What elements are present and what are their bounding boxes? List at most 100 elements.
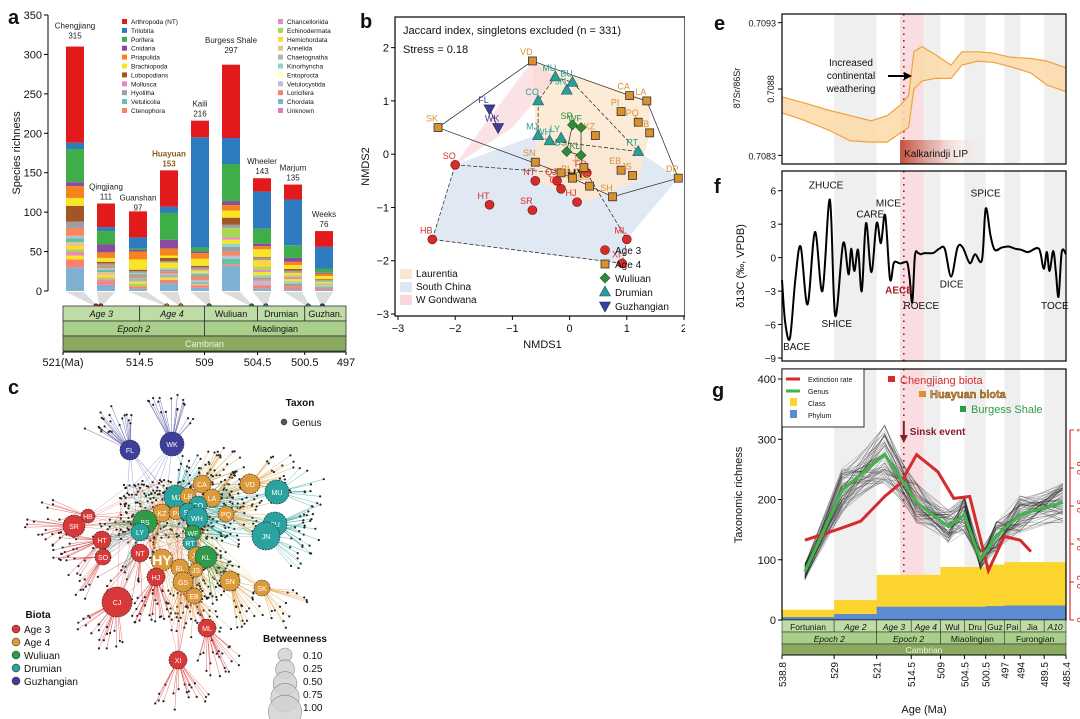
genus-node <box>228 645 231 648</box>
timescale-period-label: Cambrian <box>185 339 224 349</box>
legend-biota-dot <box>11 650 21 660</box>
genus-node <box>155 499 158 502</box>
genus-node <box>213 469 216 472</box>
point-circle <box>556 184 566 194</box>
node-circle <box>80 508 96 524</box>
genus-node <box>196 621 199 624</box>
point-label: WF <box>568 114 582 124</box>
genus-node <box>97 623 100 626</box>
shared-genus-edge <box>101 480 143 541</box>
bar-segment <box>191 251 209 254</box>
legend-region-swatch <box>400 295 412 305</box>
bar-segment <box>160 271 178 274</box>
bar-segment <box>129 283 147 287</box>
y-tick-label: 100 <box>24 207 42 219</box>
genus-node <box>123 414 126 417</box>
node-circle <box>217 505 235 523</box>
timescale-stage-label: Wul <box>945 622 960 632</box>
biota-label-burgess: Burgess Shale <box>971 404 1043 416</box>
y-tick-label: 50 <box>30 247 42 259</box>
point-square <box>633 117 643 127</box>
legend-label: Annelida <box>287 46 313 53</box>
bar-segment <box>97 281 115 285</box>
node-circle <box>197 618 217 638</box>
node-label: HB <box>83 514 93 521</box>
bar-segment <box>191 120 209 138</box>
legend-label: Brachiopoda <box>131 64 168 71</box>
genus-replicate-line <box>804 479 1063 567</box>
point-circle <box>450 160 460 170</box>
bar-segment <box>253 257 271 258</box>
bar-segment <box>222 64 240 139</box>
bar-segment <box>253 178 271 192</box>
genus-node <box>121 417 124 420</box>
genus-node <box>222 446 225 450</box>
genus-node <box>199 457 202 460</box>
point-sr: SR <box>520 196 538 215</box>
legend-swatch <box>278 36 283 42</box>
genus-node <box>205 596 208 599</box>
genus-node <box>278 605 282 608</box>
bar-name-label: Burgess Shale <box>205 36 258 45</box>
x-tick-label: 538.8 <box>778 662 789 687</box>
point-bl: BL <box>561 164 577 183</box>
bar-segment <box>66 205 84 222</box>
genus-node <box>282 474 285 478</box>
point-label: DP <box>666 164 679 174</box>
legend-label: Ctenophora <box>131 108 165 115</box>
bar-segment <box>191 272 209 275</box>
bar-segment <box>160 257 178 262</box>
genus-node <box>162 700 165 703</box>
genus-node <box>184 622 188 625</box>
timescale-stage-label: Wuliuan <box>215 309 247 319</box>
genus-node <box>76 572 79 575</box>
timescale-stage-label: Dru <box>968 622 982 632</box>
panel-b-nmds-scatter: b Jaccard index, singletons excluded (n =… <box>360 11 685 351</box>
genus-node <box>51 543 54 546</box>
plot-frame <box>781 170 1067 362</box>
genus-node <box>292 460 295 463</box>
node-nt: NT <box>130 543 150 563</box>
genus-node <box>201 589 204 592</box>
bar-segment <box>315 281 333 283</box>
genus-node <box>106 528 109 531</box>
point-lb: LB <box>638 119 655 138</box>
timescale-stage-label: Drumian <box>264 309 298 319</box>
bar-segment <box>284 276 302 280</box>
timescale-stage-label: Guzhan. <box>308 309 342 319</box>
node-label: NT <box>135 551 145 558</box>
genus-node <box>261 613 264 617</box>
genus-node <box>106 584 109 588</box>
point-label: JS <box>621 161 632 171</box>
genus-node <box>143 596 147 599</box>
genus-node <box>142 483 145 486</box>
legend-label: Arthropoda (NT) <box>131 19 178 26</box>
point-triangle <box>532 94 545 106</box>
point-label: CO <box>525 87 539 97</box>
genus-node <box>51 503 55 506</box>
bar-total-label: 76 <box>320 220 329 229</box>
genus-node <box>228 494 232 497</box>
point-square <box>590 131 600 140</box>
bar-name-label: Wheeler <box>247 157 277 166</box>
bar-segment <box>66 249 84 252</box>
genus-node <box>100 430 103 433</box>
bar-segment <box>160 279 178 284</box>
bar-segment <box>129 259 147 270</box>
genus-node <box>127 528 130 531</box>
genus-node <box>215 598 218 601</box>
bar-segment <box>222 265 240 291</box>
x-tick-label: 2 <box>681 323 685 335</box>
y-tick-label: 100 <box>758 555 776 567</box>
legend-label: Cnidaria <box>131 46 156 53</box>
bar-segment <box>160 262 178 269</box>
point-hj: HJ <box>566 188 582 207</box>
timescale-epoch-label: Epoch 2 <box>117 324 150 334</box>
genus-node <box>217 584 221 587</box>
bar-total-label: 216 <box>193 110 207 119</box>
genus-node <box>155 489 158 492</box>
genus-node <box>231 502 234 505</box>
genus-node <box>121 530 125 533</box>
genus-node <box>272 470 276 474</box>
bar-segment <box>97 257 115 262</box>
